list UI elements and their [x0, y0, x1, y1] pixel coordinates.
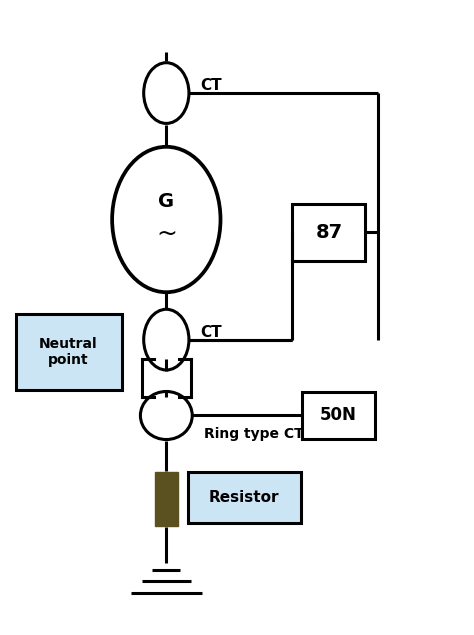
FancyBboxPatch shape	[292, 204, 365, 260]
Text: 50N: 50N	[320, 406, 357, 424]
Text: Neutral
point: Neutral point	[39, 337, 98, 368]
Text: Ring type CT: Ring type CT	[204, 427, 304, 441]
Text: ~: ~	[156, 222, 177, 245]
Text: G: G	[158, 192, 174, 211]
Text: CT: CT	[201, 324, 222, 340]
FancyBboxPatch shape	[155, 472, 178, 526]
Text: 87: 87	[315, 223, 342, 242]
FancyBboxPatch shape	[16, 314, 121, 390]
FancyBboxPatch shape	[302, 392, 375, 439]
Text: Resistor: Resistor	[209, 490, 279, 505]
Text: CT: CT	[201, 78, 222, 93]
FancyBboxPatch shape	[188, 472, 301, 523]
